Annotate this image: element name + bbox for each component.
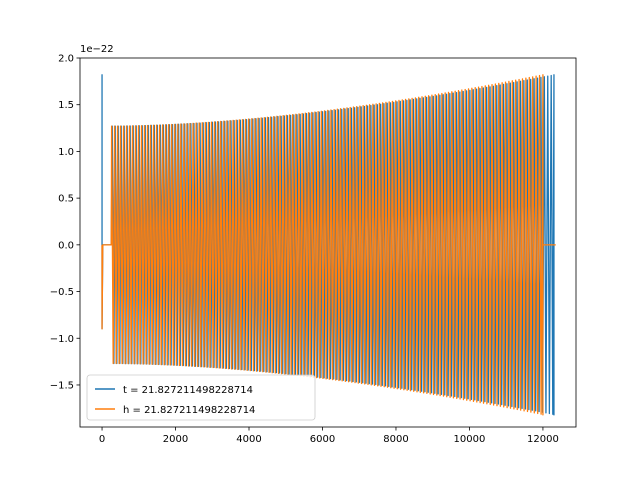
x-tick-label: 4000 xyxy=(236,434,261,445)
legend-label: h = 21.827211498228714 xyxy=(123,405,255,416)
x-tick-label: 12000 xyxy=(527,434,559,445)
series-lines xyxy=(101,74,556,416)
axes-frame xyxy=(79,57,577,428)
y-tick-label: −1.5 xyxy=(50,380,74,391)
y-tick-label: 0.5 xyxy=(58,194,74,205)
series-line-h xyxy=(101,74,556,416)
y-tick-label: 2.0 xyxy=(58,54,74,65)
legend-box xyxy=(86,374,316,421)
x-tick-label: 2000 xyxy=(163,434,188,445)
y-tick-label: −0.5 xyxy=(50,287,74,298)
y-tick-label: 1.5 xyxy=(58,100,74,111)
legend: t = 21.827211498228714 h = 21.82721149822… xyxy=(86,374,316,421)
y-tick-label: −1.0 xyxy=(50,334,74,345)
x-tick-label: 8000 xyxy=(383,434,408,445)
legend-label: t = 21.827211498228714 xyxy=(123,385,253,396)
y-offset-label: 1e−22 xyxy=(80,44,114,55)
y-tick-label: 0.0 xyxy=(58,240,74,251)
y-axis: −1.5 −1.0 −0.5 0.0 0.5 1.0 1.5 2.0 xyxy=(50,54,80,391)
y-tick-label: 1.0 xyxy=(58,147,74,158)
x-axis: 0 2000 4000 6000 8000 10000 12000 xyxy=(99,427,559,445)
x-tick-label: 10000 xyxy=(454,434,486,445)
x-tick-label: 0 xyxy=(99,434,105,445)
x-tick-label: 6000 xyxy=(310,434,335,445)
